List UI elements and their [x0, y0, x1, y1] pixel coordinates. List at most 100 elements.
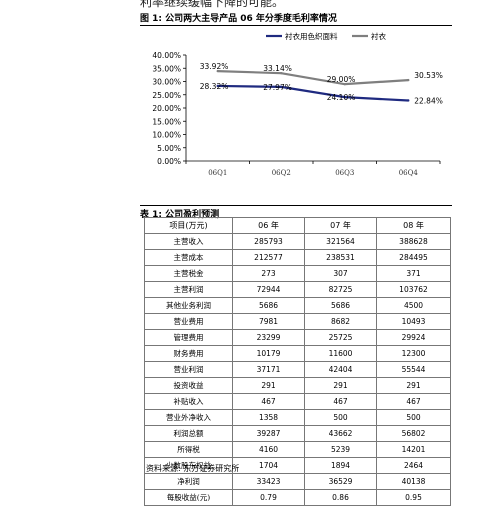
legend-label-1: 衬衣 — [371, 31, 386, 41]
series-line-0 — [217, 84, 409, 102]
row-value: 4160 — [232, 441, 305, 458]
row-value: 467 — [376, 393, 451, 410]
row-value: 4500 — [376, 297, 451, 314]
row-label: 其他业务利润 — [144, 297, 233, 314]
row-label: 投资收益 — [144, 377, 233, 394]
table-row: 管理费用 23299 25725 29924 — [144, 329, 451, 346]
data-point — [343, 95, 346, 99]
table-row: 投资收益 291 291 291 — [144, 377, 451, 394]
row-label: 营业外净收入 — [144, 409, 233, 426]
row-value: 29924 — [376, 329, 451, 346]
data-label: 30.53% — [414, 71, 443, 80]
row-label: 主营成本 — [144, 249, 233, 266]
row-value: 291 — [376, 377, 451, 394]
row-value: 8682 — [304, 313, 377, 330]
row-value: 1894 — [304, 457, 377, 474]
table-row: 营业外净收入 1358 500 500 — [144, 409, 451, 426]
row-value: 5239 — [304, 441, 377, 458]
row-value: 55544 — [376, 361, 451, 378]
header-2006: 06 年 — [232, 217, 305, 234]
row-value: 0.86 — [304, 489, 377, 506]
data-label: 29.00% — [327, 75, 356, 84]
table-row: 营业费用 7981 8682 10493 — [144, 313, 451, 330]
row-value: 291 — [304, 377, 377, 394]
row-value: 42404 — [304, 361, 377, 378]
y-tick-label: 35.00% — [152, 64, 181, 73]
data-label: 28.32% — [200, 82, 229, 91]
row-label: 财务费用 — [144, 345, 233, 362]
row-value: 1358 — [232, 409, 305, 426]
data-label: 33.14% — [263, 64, 292, 73]
row-value: 72944 — [232, 281, 305, 298]
data-label: 24.10% — [327, 93, 356, 102]
row-label: 利润总额 — [144, 425, 233, 442]
data-label: 27.97% — [263, 83, 292, 92]
row-value: 2464 — [376, 457, 451, 474]
row-label: 净利润 — [144, 473, 233, 490]
source-note: 资料来源: 东方证券研究所 — [146, 464, 240, 473]
row-value: 5686 — [304, 297, 377, 314]
y-tick-label: 15.00% — [152, 117, 181, 126]
table-row: 补贴收入 467 467 467 — [144, 393, 451, 410]
row-value: 238531 — [304, 249, 377, 266]
data-point — [280, 85, 283, 89]
data-point — [216, 69, 219, 73]
table-row: 营业利润 37171 42404 55544 — [144, 361, 451, 378]
row-value: 82725 — [304, 281, 377, 298]
row-value: 37171 — [232, 361, 305, 378]
header-item: 项目(万元) — [144, 217, 233, 234]
row-value: 5686 — [232, 297, 305, 314]
header-2007: 07 年 — [304, 217, 377, 234]
y-tick-label: 0.00% — [157, 157, 181, 166]
row-label: 营业利润 — [144, 361, 233, 378]
row-value: 307 — [304, 265, 377, 282]
row-value: 14201 — [376, 441, 451, 458]
table-row: 每股收益(元) 0.79 0.86 0.95 — [144, 489, 451, 506]
row-label: 每股收益(元) — [144, 489, 233, 506]
row-value: 371 — [376, 265, 451, 282]
row-value: 56802 — [376, 425, 451, 442]
table-row: 其他业务利润 5686 5686 4500 — [144, 297, 451, 314]
row-label: 管理费用 — [144, 329, 233, 346]
row-value: 36529 — [304, 473, 377, 490]
row-value: 43662 — [304, 425, 377, 442]
figure-caption: 图 1: 公司两大主导产品 06 年分季度毛利率情况 — [140, 14, 337, 24]
chart-bottom-rule — [140, 205, 452, 206]
table-row: 财务费用 10179 11600 12300 — [144, 345, 451, 362]
row-value: 39287 — [232, 425, 305, 442]
row-value: 12300 — [376, 345, 451, 362]
y-tick-label: 20.00% — [152, 104, 181, 113]
data-label: 22.84% — [414, 96, 443, 105]
y-tick-label: 30.00% — [152, 78, 181, 87]
margin-line-chart: 0.00% 5.00% 10.00% 15.00% 20.00% 25.00% 30.00%… — [152, 31, 443, 177]
row-value: 500 — [304, 409, 377, 426]
data-point — [407, 99, 410, 102]
row-label: 主营税金 — [144, 265, 233, 282]
row-value: 23299 — [232, 329, 305, 346]
row-value: 284495 — [376, 249, 451, 266]
row-value: 11600 — [304, 345, 377, 362]
row-value: 40138 — [376, 473, 451, 490]
table-header-row: 项目(万元) 06 年 07 年 08 年 — [144, 217, 451, 234]
x-tick-label: 06Q3 — [335, 169, 354, 177]
row-value: 25725 — [304, 329, 377, 346]
page-top-text: 利率继续缓幅下降的可能。 — [140, 0, 285, 9]
table-caption: 表 1: 公司盈利预测 — [140, 210, 220, 220]
caption-rule — [140, 25, 452, 26]
row-value: 1704 — [232, 457, 305, 474]
data-point — [216, 84, 219, 88]
y-tick-label: 10.00% — [152, 131, 181, 140]
row-label: 所得税 — [144, 441, 233, 458]
row-value: 0.95 — [376, 489, 451, 506]
data-point — [407, 78, 410, 82]
data-point — [280, 71, 283, 75]
table-row: 利润总额 39287 43662 56802 — [144, 425, 451, 442]
row-value: 467 — [304, 393, 377, 410]
x-tick-label: 06Q2 — [272, 169, 291, 177]
row-value: 103762 — [376, 281, 451, 298]
x-tick-label: 06Q1 — [208, 169, 227, 177]
series-line-1 — [217, 70, 409, 86]
y-tick-label: 40.00% — [152, 51, 181, 60]
row-label: 主营利润 — [144, 281, 233, 298]
y-tick-label: 25.00% — [152, 91, 181, 100]
